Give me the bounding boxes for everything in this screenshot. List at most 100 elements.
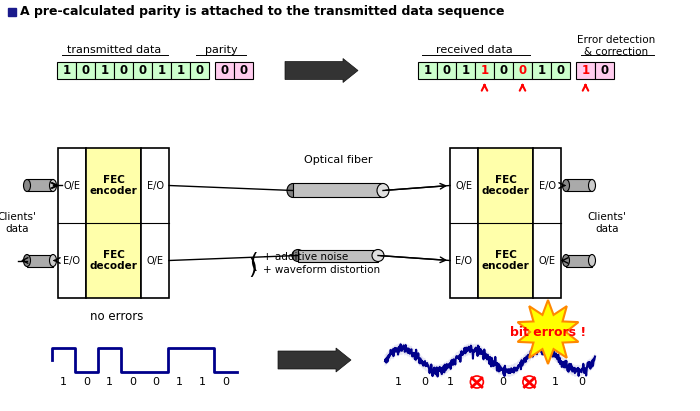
Text: 1: 1 (176, 64, 185, 77)
Text: O/E: O/E (64, 180, 80, 191)
Text: E/O: E/O (456, 256, 472, 266)
Bar (478, 148, 533, 298)
Ellipse shape (287, 183, 299, 198)
Text: A pre-calculated parity is attached to the transmitted data sequence: A pre-calculated parity is attached to t… (20, 5, 505, 18)
Ellipse shape (563, 254, 570, 266)
Text: 0: 0 (153, 377, 160, 387)
Text: transmitted data: transmitted data (67, 45, 161, 55)
Bar (293, 183, 383, 198)
Ellipse shape (589, 254, 596, 266)
Text: 0: 0 (81, 64, 90, 77)
Bar (576, 62, 595, 79)
FancyArrow shape (285, 58, 358, 83)
Text: 1: 1 (62, 64, 71, 77)
Text: 0: 0 (222, 377, 229, 387)
Ellipse shape (24, 254, 31, 266)
Bar (152, 62, 171, 79)
Text: FEC
decoder: FEC decoder (482, 175, 529, 196)
Text: ): ) (248, 258, 258, 278)
Bar (190, 62, 209, 79)
Text: 1: 1 (106, 377, 113, 387)
Text: 0: 0 (130, 377, 136, 387)
Ellipse shape (292, 249, 304, 261)
Text: E/O: E/O (146, 180, 164, 191)
Ellipse shape (377, 183, 389, 198)
Text: Clients'
data: Clients' data (587, 212, 626, 234)
Bar (141, 148, 169, 298)
Bar (533, 148, 561, 298)
Text: 0: 0 (500, 377, 507, 387)
Text: 1: 1 (100, 64, 108, 77)
Text: 0: 0 (499, 64, 508, 77)
Ellipse shape (50, 254, 57, 266)
Text: 0: 0 (195, 64, 204, 77)
Text: Optical fiber: Optical fiber (304, 155, 372, 165)
Text: 0: 0 (220, 64, 229, 77)
Bar (133, 62, 152, 79)
Text: no errors: no errors (90, 309, 144, 323)
Bar (95, 62, 114, 79)
Ellipse shape (372, 249, 384, 261)
Text: 0: 0 (139, 64, 146, 77)
Bar (437, 62, 456, 79)
Text: 1: 1 (461, 64, 470, 77)
Bar (551, 62, 570, 79)
Text: 1: 1 (395, 377, 402, 387)
Bar (456, 62, 475, 79)
Text: 1: 1 (480, 64, 489, 77)
Bar (86, 148, 141, 298)
Text: 1: 1 (158, 64, 166, 77)
Text: FEC
encoder: FEC encoder (90, 175, 137, 196)
Bar (475, 62, 494, 79)
Bar (76, 62, 95, 79)
Text: 1: 1 (538, 64, 545, 77)
Text: 1: 1 (199, 377, 206, 387)
Bar (27, 254, 53, 266)
Text: + additive noise: + additive noise (263, 252, 349, 262)
Bar (494, 62, 513, 79)
Text: + waveform distortion: + waveform distortion (263, 265, 380, 275)
Text: 1: 1 (447, 377, 454, 387)
Bar (215, 62, 234, 79)
Bar (298, 249, 378, 261)
Bar (171, 62, 190, 79)
Text: 1: 1 (552, 377, 559, 387)
Bar (566, 180, 592, 192)
Text: 0: 0 (601, 64, 608, 77)
Text: (: ( (248, 252, 258, 272)
Text: 0: 0 (83, 377, 90, 387)
Bar (57, 62, 76, 79)
Text: 0: 0 (556, 64, 565, 77)
Text: bit errors !: bit errors ! (510, 326, 586, 339)
Text: Error detection
& correction: Error detection & correction (577, 35, 655, 57)
Bar (418, 62, 437, 79)
Bar (114, 62, 133, 79)
Bar (27, 180, 53, 192)
Text: O/E: O/E (538, 256, 556, 266)
Bar (58, 148, 86, 298)
Text: 0: 0 (239, 64, 248, 77)
Ellipse shape (563, 180, 570, 192)
Text: parity: parity (204, 45, 237, 55)
FancyArrow shape (278, 348, 351, 372)
Text: O/E: O/E (456, 180, 472, 191)
Bar (532, 62, 551, 79)
Polygon shape (517, 300, 578, 364)
Text: 1: 1 (60, 377, 67, 387)
Text: O/E: O/E (146, 256, 164, 266)
Text: 0: 0 (519, 64, 526, 77)
Text: received data: received data (435, 45, 512, 55)
Text: 1: 1 (176, 377, 183, 387)
Text: 1: 1 (582, 64, 589, 77)
Bar (513, 62, 532, 79)
Text: E/O: E/O (64, 256, 80, 266)
Text: E/O: E/O (538, 180, 556, 191)
Ellipse shape (50, 180, 57, 192)
Text: 0: 0 (442, 64, 451, 77)
Bar (234, 62, 253, 79)
Bar (8, 8, 16, 16)
Text: 0: 0 (120, 64, 127, 77)
Text: 0: 0 (578, 377, 585, 387)
Text: FEC
decoder: FEC decoder (90, 250, 137, 271)
Text: FEC
encoder: FEC encoder (482, 250, 529, 271)
